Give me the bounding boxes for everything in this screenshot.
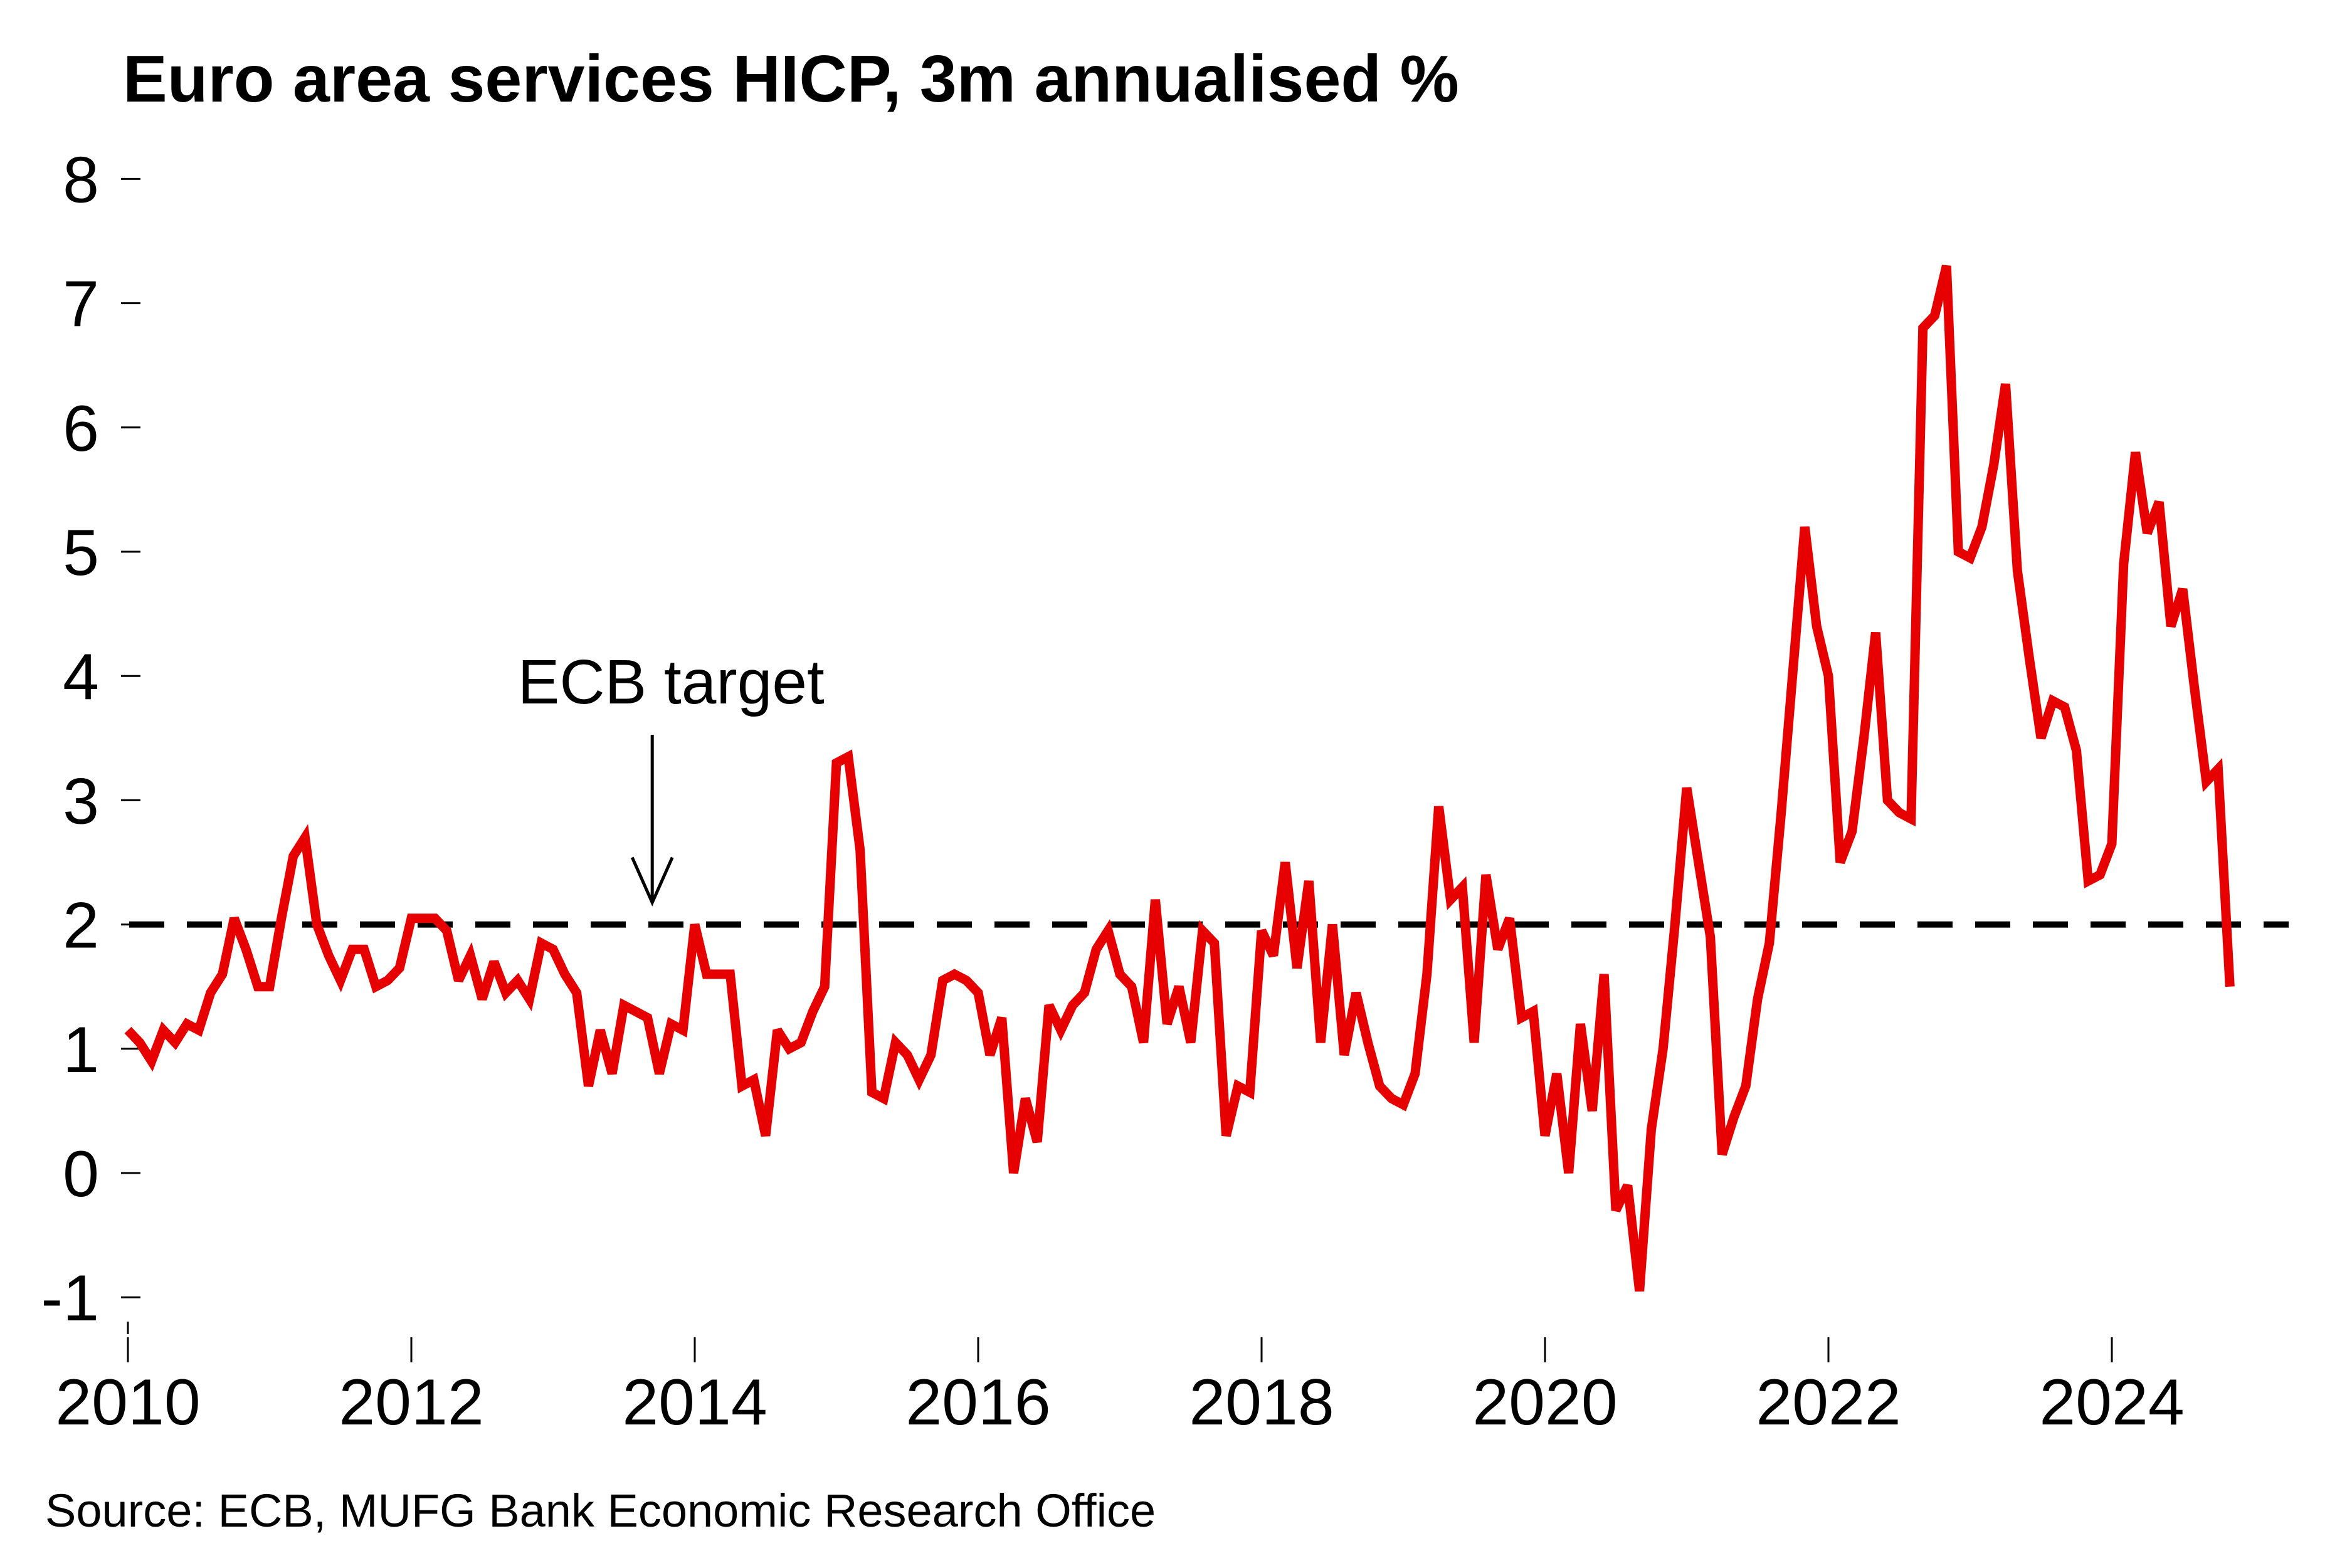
y-tick-label: 4 xyxy=(63,641,99,713)
y-axis: 8 7 6 5 4 3 2 1 0 -1 xyxy=(41,144,140,1335)
chart-title: Euro area services HICP, 3m annualised % xyxy=(123,42,1459,116)
x-tick-label: 2010 xyxy=(55,1366,200,1439)
y-tick-label: 7 xyxy=(63,268,99,341)
y-tick-label: -1 xyxy=(41,1262,99,1335)
ecb-target-annotation: ECB target xyxy=(518,647,825,907)
y-tick-label: 0 xyxy=(63,1138,99,1211)
x-tick-label: 2022 xyxy=(1756,1366,1901,1439)
x-tick-label: 2014 xyxy=(622,1366,767,1439)
x-tick-label: 2018 xyxy=(1189,1366,1334,1439)
y-tick-label: 6 xyxy=(63,392,99,465)
arrow-down-icon xyxy=(630,856,674,907)
x-tick-label: 2012 xyxy=(339,1366,483,1439)
x-tick-label: 2016 xyxy=(905,1366,1050,1439)
series-line-services-hicp xyxy=(124,265,2235,1292)
y-tick-label: 3 xyxy=(63,765,99,838)
y-tick-label: 2 xyxy=(63,890,99,962)
x-axis: 2010 2012 2014 2016 2018 2020 2022 2024 xyxy=(55,1322,2185,1439)
y-tick-label: 1 xyxy=(63,1014,99,1087)
x-tick-label: 2024 xyxy=(2039,1366,2184,1439)
y-tick-label: 8 xyxy=(63,144,99,216)
ecb-target-label: ECB target xyxy=(518,647,825,717)
source-note: Source: ECB, MUFG Bank Economic Research… xyxy=(45,1485,1156,1537)
y-tick-label: 5 xyxy=(63,517,99,589)
x-tick-label: 2020 xyxy=(1472,1366,1617,1439)
